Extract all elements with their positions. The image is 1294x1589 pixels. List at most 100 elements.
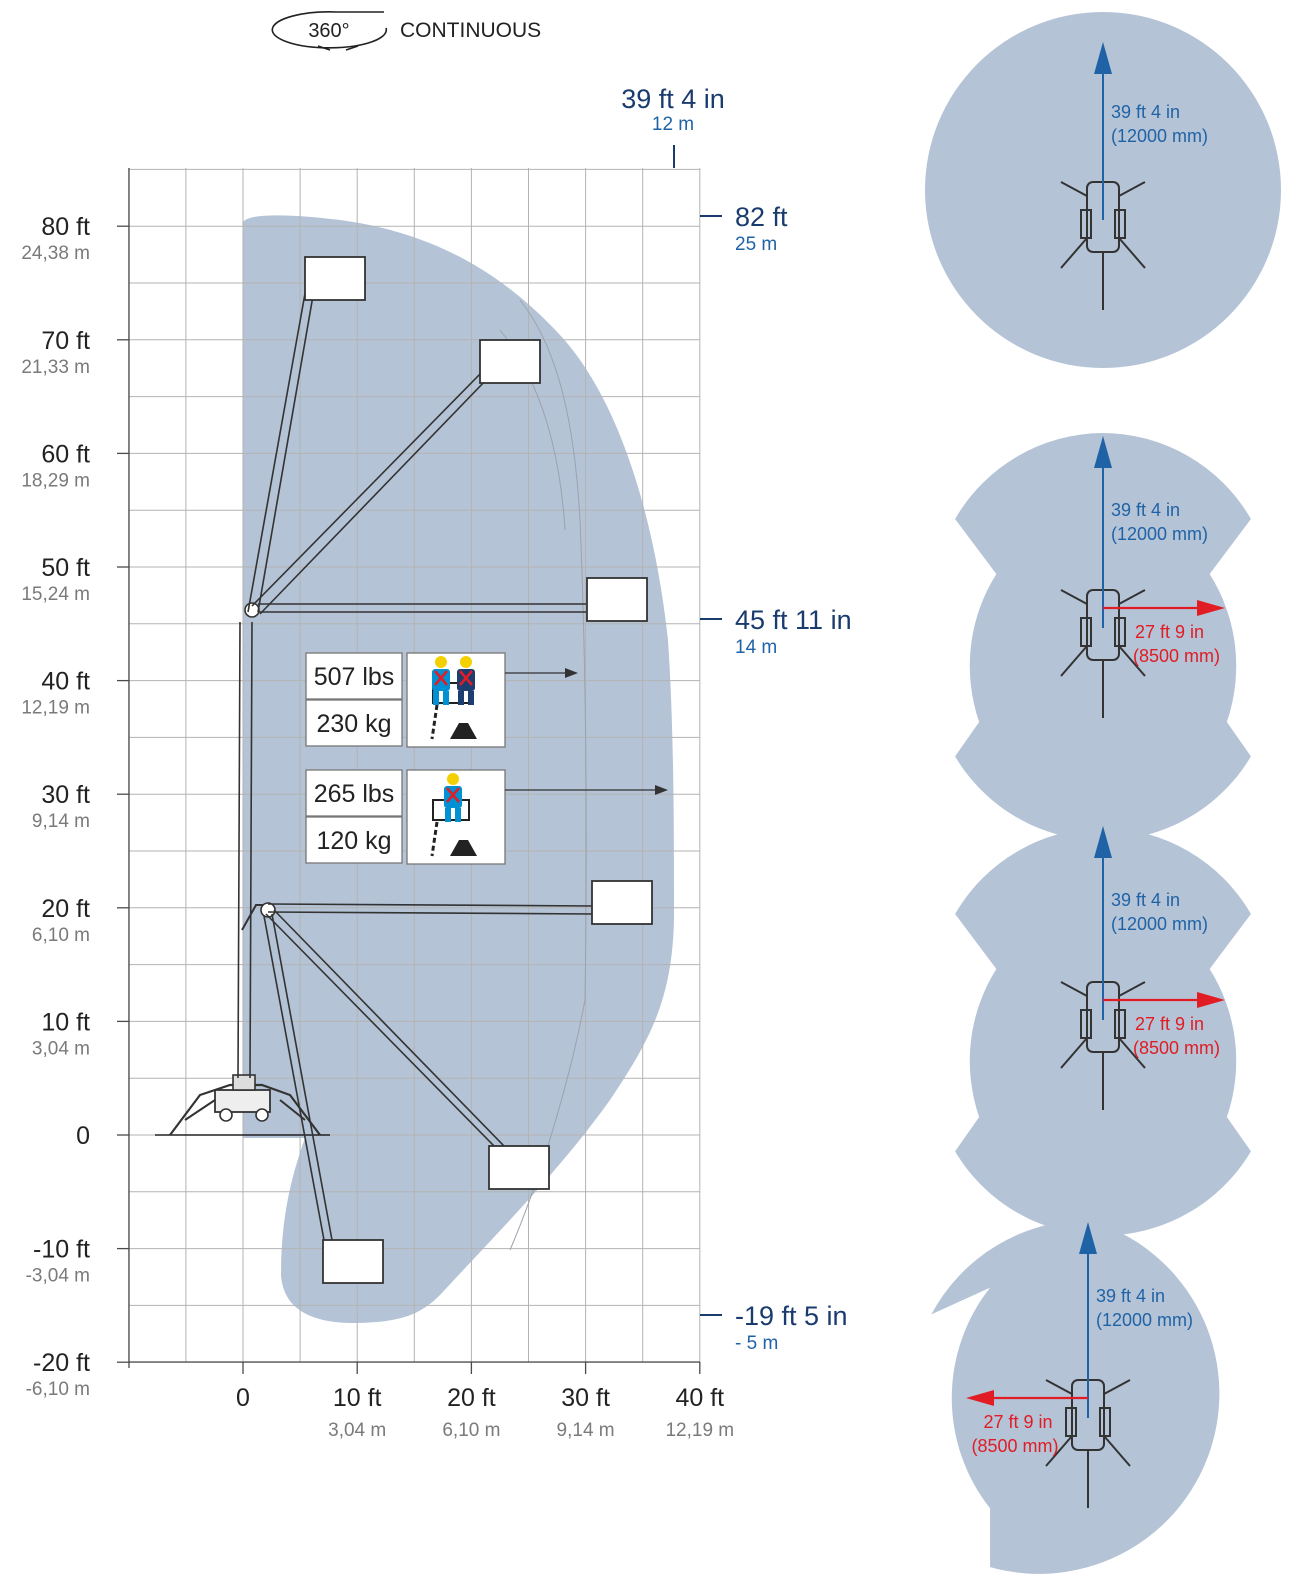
top-view-side: 27 ft 9 in: [1135, 622, 1204, 642]
basket-horizontal: [586, 577, 648, 622]
y-tick-label-m: 24,38 m: [21, 243, 90, 264]
x-tick-label-ft: 30 ft: [561, 1384, 610, 1412]
y-tick-label-ft: 30 ft: [41, 781, 90, 809]
basket-low-horizontal: [591, 880, 653, 925]
height-marker-ft: 45 ft 11 in: [735, 605, 852, 635]
reach-arrowhead-icon: [1094, 826, 1112, 858]
x-tick-label-m: 9,14 m: [557, 1420, 615, 1441]
y-tick-label-ft: 0: [76, 1122, 90, 1150]
y-tick-label-ft: 80 ft: [41, 213, 90, 241]
basket-diagonal: [479, 339, 541, 384]
boom-low-horizontal: [267, 903, 595, 915]
y-tick-label-m: -3,04 m: [26, 1266, 90, 1287]
height-marker-m: 25 m: [735, 234, 777, 255]
y-tick-label-m: 21,33 m: [21, 357, 90, 378]
load-box: 265 lbs 120 kg: [305, 769, 668, 865]
top-view: 39 ft 4 in (12000 mm) 27 ft 9 in (8500 mm): [955, 826, 1251, 1236]
rotation-degrees: 360°: [308, 20, 349, 42]
top-view: 39 ft 4 in (12000 mm) 27 ft 9 in (8500 mm): [931, 1220, 1220, 1574]
top-view-envelope: [955, 828, 1251, 1236]
x-tick-label-ft: 40 ft: [675, 1384, 724, 1412]
lift-machine: [169, 256, 653, 1284]
top-view-reach-mm: (12000 mm): [1111, 126, 1208, 146]
axes: [128, 168, 700, 1368]
side-arrowhead-icon: [1197, 992, 1225, 1008]
rotation-header: 360° CONTINUOUS: [271, 11, 541, 51]
rotation-ellipse-icon: [271, 11, 388, 49]
top-view-reach: 39 ft 4 in: [1111, 890, 1180, 910]
rotation-label: CONTINUOUS: [400, 19, 541, 42]
boom-low-down: [263, 913, 333, 1241]
load-reach-arrow: [655, 785, 668, 795]
load-kg: 230 kg: [316, 710, 391, 738]
y-tick-label-ft: 20 ft: [41, 895, 90, 923]
basket-low-down: [322, 1239, 384, 1284]
top-view: 39 ft 4 in (12000 mm) 27 ft 9 in (8500 mm): [955, 433, 1251, 841]
y-tick-label-ft: -10 ft: [33, 1236, 90, 1264]
rotation-arrows-icon: [317, 45, 359, 51]
reach-arrowhead-icon: [1079, 1222, 1097, 1254]
outreach-ft: 39 ft 4 in: [621, 84, 725, 114]
weight-icon: [450, 840, 477, 856]
working-envelope: [243, 215, 674, 1324]
boom-low-diagonal: [265, 909, 505, 1149]
top-view-reach-mm: (12000 mm): [1111, 524, 1208, 544]
side-arrowhead-icon: [1197, 600, 1225, 616]
x-axis-ticks: 0 10 ft 3,04 m 20 ft 6,10 m 30 ft 9,14 m 40 ft 1…: [236, 1362, 734, 1441]
top-view-diagrams: 39 ft 4 in (12000 mm) 39 ft 4 in (12000 mm)…: [925, 12, 1281, 1574]
boom-vertical: [247, 287, 315, 613]
top-view-side-mm: (8500 mm): [971, 1436, 1058, 1456]
load-lbs: 265 lbs: [314, 780, 395, 808]
x-tick-label-m: 6,10 m: [442, 1420, 500, 1441]
outreach-m: 12 m: [652, 114, 694, 135]
load-capacity-panels: 507 lbs 230 kg 265 lbs 120 kg: [305, 652, 668, 865]
top-view-reach-mm: (12000 mm): [1096, 1310, 1193, 1330]
y-tick-label-m: 15,24 m: [21, 584, 90, 605]
load-box: 507 lbs 230 kg: [305, 652, 578, 748]
boom-horizontal: [258, 603, 586, 613]
x-tick-label-m: 3,04 m: [328, 1420, 386, 1441]
y-tick-label-ft: -20 ft: [33, 1349, 90, 1377]
height-marker-ft: 82 ft: [735, 202, 788, 232]
y-tick-label-m: 12,19 m: [21, 698, 90, 719]
top-view-reach-mm: (12000 mm): [1111, 914, 1208, 934]
reach-arrowhead-icon: [1094, 42, 1112, 74]
top-view-reach: 39 ft 4 in: [1111, 500, 1180, 520]
top-view-side: 27 ft 9 in: [1135, 1014, 1204, 1034]
envelope-contour-outer: [509, 299, 587, 1251]
basket-top: [304, 256, 366, 301]
y-tick-label-m: 9,14 m: [32, 811, 90, 832]
x-tick-label-ft: 0: [236, 1384, 250, 1412]
worker-icon: [444, 773, 462, 822]
top-view-reach: 39 ft 4 in: [1096, 1286, 1165, 1306]
load-kg: 120 kg: [316, 827, 391, 855]
machine-top-icon: [1060, 181, 1146, 310]
top-view-reach: 39 ft 4 in: [1111, 102, 1180, 122]
y-tick-label-ft: 10 ft: [41, 1008, 90, 1036]
basket-low-diagonal: [488, 1145, 550, 1190]
reach-arrowhead-icon: [1094, 436, 1112, 468]
height-marker-m: 14 m: [735, 637, 777, 658]
height-marker-m: - 5 m: [735, 1333, 778, 1354]
baskets: [304, 256, 653, 1284]
main-column: [237, 621, 253, 1079]
worker-icon: [432, 656, 450, 705]
weight-icon: [450, 723, 477, 739]
top-view-side-mm: (8500 mm): [1133, 1038, 1220, 1058]
side-arrowhead-icon: [966, 1390, 994, 1406]
x-tick-label-ft: 10 ft: [333, 1384, 382, 1412]
load-reach-arrow: [565, 668, 578, 678]
boom-diagonal: [251, 371, 489, 615]
y-tick-label-m: 6,10 m: [32, 925, 90, 946]
x-tick-label-m: 12,19 m: [665, 1420, 734, 1441]
load-lbs: 507 lbs: [314, 663, 395, 691]
y-tick-label-m: 18,29 m: [21, 470, 90, 491]
x-tick-label-ft: 20 ft: [447, 1384, 496, 1412]
worker-icon: [457, 656, 475, 705]
y-tick-label-ft: 40 ft: [41, 668, 90, 696]
top-view: 39 ft 4 in (12000 mm): [925, 12, 1281, 368]
top-view-envelope: [955, 433, 1251, 841]
